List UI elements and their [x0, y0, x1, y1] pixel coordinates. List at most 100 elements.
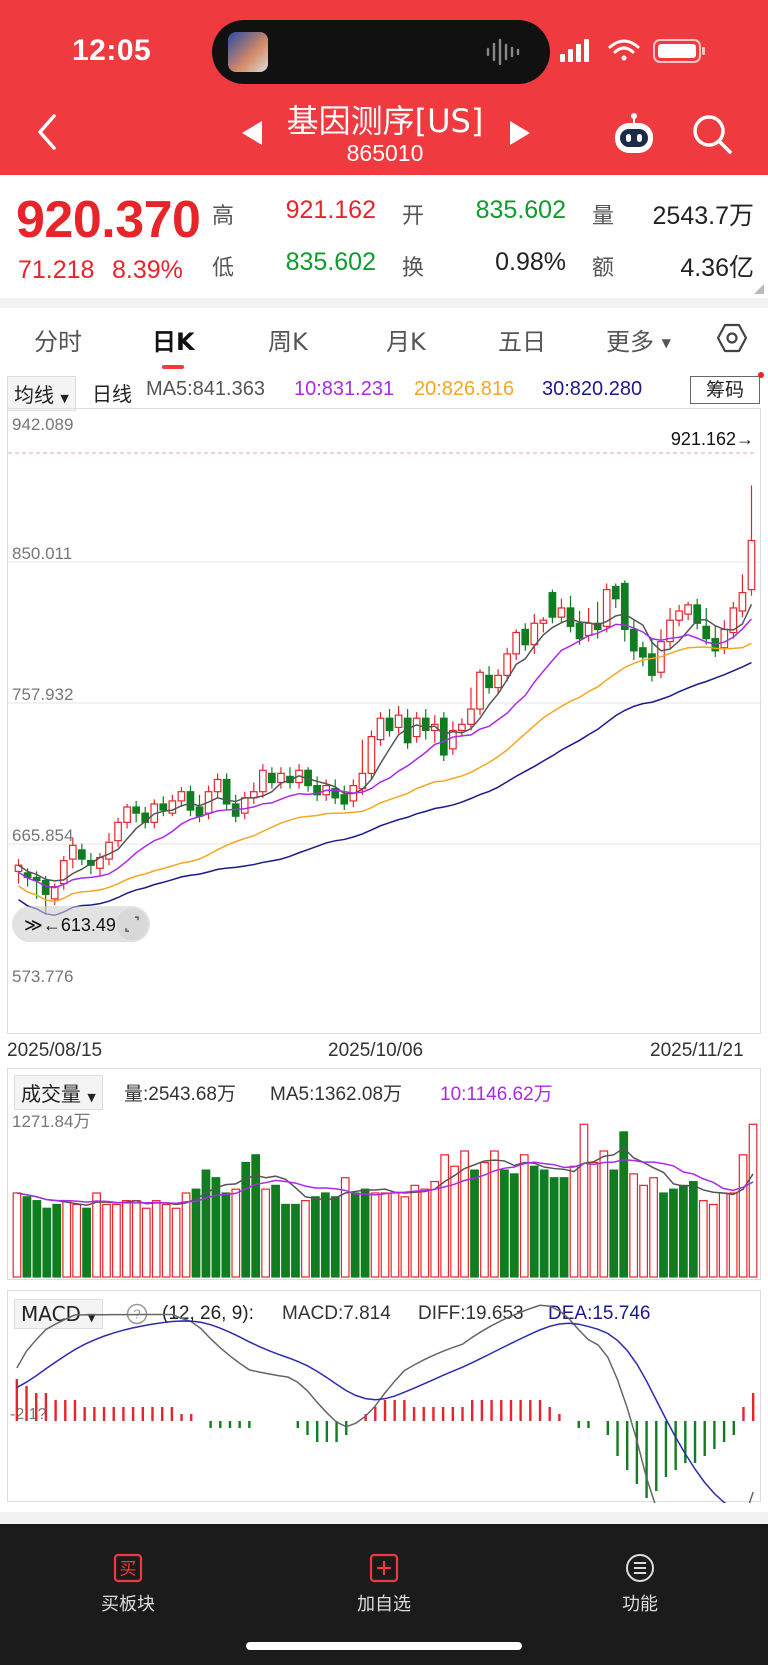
volume-bar-down [669, 1188, 678, 1278]
volume-bar-up [151, 1200, 161, 1278]
svg-text:买: 买 [120, 1560, 137, 1579]
volume-bar-up [450, 1165, 460, 1278]
home-indicator[interactable] [246, 1642, 522, 1650]
volume-bar-up [161, 1203, 171, 1278]
candle-down [331, 788, 340, 799]
volume-bar-down [509, 1173, 519, 1278]
add-watchlist-button[interactable]: 加自选 [324, 1552, 444, 1616]
volume-selector[interactable]: 成交量 ▼ [14, 1075, 103, 1110]
functions-label: 功能 [622, 1594, 658, 1615]
volume-bar-up [738, 1154, 748, 1278]
volume-bar-up [261, 1188, 271, 1278]
tab-more[interactable]: 更多 ▼ [606, 322, 671, 357]
ma20-value: 20:826.816 [414, 378, 515, 400]
volume-bar-down [320, 1192, 330, 1278]
volume-bar-up [430, 1180, 440, 1278]
candle-up [720, 628, 729, 649]
volume-bar-down [499, 1169, 509, 1278]
volume-bar-down [539, 1169, 549, 1278]
volume-bar-up [460, 1150, 469, 1278]
candle-up [675, 610, 683, 621]
divider [0, 1512, 768, 1524]
candle-up [114, 821, 122, 842]
volume-bar-down [211, 1177, 221, 1278]
functions-button[interactable]: 功能 [580, 1552, 700, 1616]
chip-distribution-button[interactable]: 筹码 [690, 376, 760, 404]
volume-ma10-line [16, 1159, 754, 1205]
volume-bar-up [72, 1203, 82, 1278]
ma30-value: 30:820.280 [542, 378, 643, 400]
volume-bar-down [271, 1184, 280, 1278]
candle-down [648, 653, 656, 676]
wifi-icon [608, 39, 640, 61]
chevron-down-icon: ▼ [60, 392, 69, 405]
volume-bar-up [62, 1200, 72, 1278]
indicator-selector[interactable]: 均线 ▼ [7, 376, 76, 411]
y-tick-label: 573.776 [12, 967, 73, 986]
volume-ma5: MA5:1362.08万 [270, 1084, 403, 1105]
dynamic-island[interactable] [212, 20, 550, 84]
candle-down [78, 849, 86, 860]
menu-icon [626, 1554, 654, 1582]
prev-stock-icon[interactable] [238, 118, 266, 148]
next-stock-icon[interactable] [506, 118, 534, 148]
volume-bar-down [42, 1207, 52, 1278]
candle-up [240, 797, 249, 814]
search-icon[interactable] [690, 112, 734, 156]
ma5-value: MA5:841.363 [146, 378, 265, 400]
macd-axis-label: -2.1? [10, 1406, 47, 1423]
candle-up [503, 653, 512, 676]
kline-chart[interactable]: 942.089 850.011 757.932 665.854 573.776 921.1… [7, 408, 762, 1034]
volume-ma5-line [16, 1146, 754, 1206]
ai-assistant-icon[interactable] [610, 110, 658, 158]
volume-bar-up [599, 1150, 609, 1278]
volume-bar-down [688, 1180, 698, 1278]
candle-down [340, 794, 349, 805]
tab-weekly-k[interactable]: 周K [268, 328, 308, 356]
macd-selector[interactable]: MACD ▼ [14, 1299, 103, 1329]
volume-bar-up [102, 1203, 111, 1278]
candle-up [68, 844, 77, 860]
low-marker-label: ≫←613.490 [24, 915, 126, 935]
ma20-line [18, 642, 752, 903]
price-change-percent: 8.39% [112, 256, 183, 284]
candle-down [620, 582, 629, 630]
volume-bar-down [609, 1169, 619, 1278]
settings-icon[interactable] [716, 322, 748, 354]
volume-bar-up [708, 1203, 718, 1278]
tab-intraday[interactable]: 分时 [34, 328, 82, 356]
candle-up [476, 671, 484, 710]
candle-up [105, 841, 113, 860]
back-icon[interactable] [28, 110, 68, 154]
candle-down [639, 647, 647, 658]
volume-bar-up [589, 1161, 599, 1278]
candle-down [566, 607, 575, 627]
volume-ma10: 10:1146.62万 [440, 1084, 553, 1105]
macd-diff-line [16, 1304, 754, 1503]
macd-value: MACD:7.814 [282, 1303, 391, 1324]
volume-bar-up [639, 1184, 648, 1278]
x-axis-mid-date: 2025/10/06 [328, 1040, 424, 1061]
expand-corner-icon[interactable] [754, 284, 764, 294]
turnover-label: 换 [402, 256, 425, 281]
volume-bar-down [350, 1192, 360, 1278]
volume-bar-down [679, 1184, 688, 1278]
x-axis-start-date: 2025/08/15 [7, 1040, 103, 1061]
volume-bar-down [201, 1169, 211, 1278]
macd-chart[interactable]: MACD ▼ ? (12, 26, 9): MACD:7.814 DIFF:19… [7, 1290, 761, 1503]
stock-code: 865010 [346, 140, 424, 166]
tab-five-day[interactable]: 五日 [498, 328, 546, 356]
volume-chart[interactable]: 成交量 ▼ 量:2543.68万 MA5:1362.08万 10:1146.62… [7, 1068, 761, 1280]
candle-down [41, 879, 50, 895]
low-label: 低 [212, 256, 235, 281]
volume-bar-up [718, 1192, 728, 1278]
add-watchlist-label: 加自选 [357, 1594, 411, 1615]
volume-bar-up [171, 1207, 181, 1278]
tab-monthly-k[interactable]: 月K [386, 328, 426, 356]
buy-sector-button[interactable]: 买 买板块 [68, 1552, 188, 1616]
candle-up [602, 588, 611, 627]
volume-bar-down [310, 1196, 320, 1278]
tab-daily-k[interactable]: 日K [152, 328, 195, 356]
y-tick-label: 757.932 [12, 685, 73, 704]
volume-bar-up [649, 1177, 658, 1278]
